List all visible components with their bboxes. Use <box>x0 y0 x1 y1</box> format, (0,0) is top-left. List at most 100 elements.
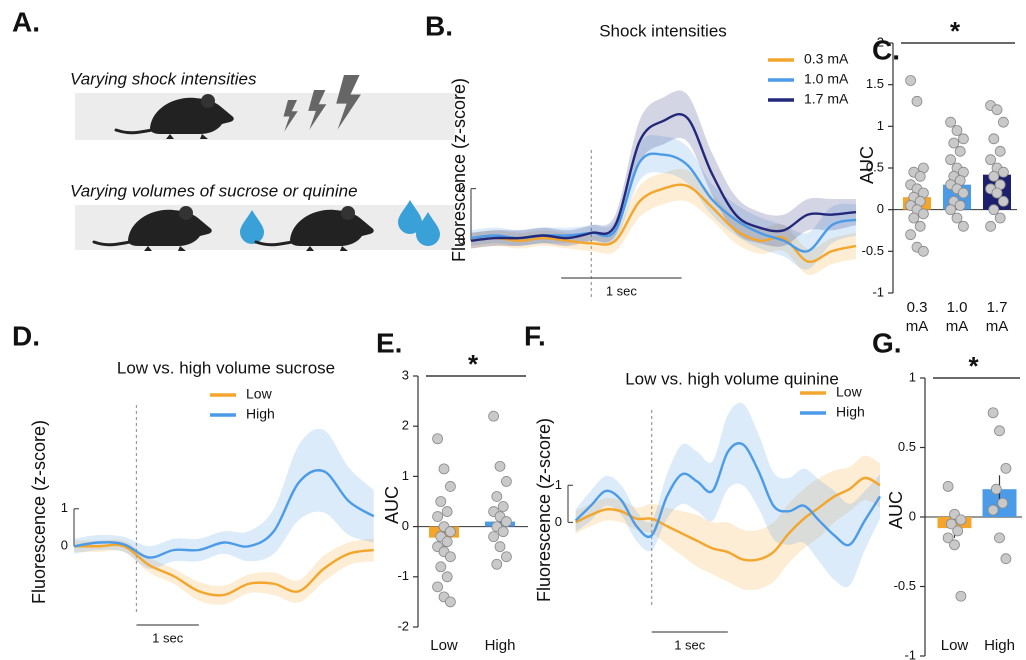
data-point <box>945 154 956 166</box>
y-tick-label: 2 <box>402 418 409 433</box>
significance-label: * <box>968 351 979 381</box>
data-point <box>958 220 969 232</box>
y-axis-label: Fluorescence (z-score) <box>449 78 469 262</box>
data-point <box>991 104 1003 116</box>
data-point <box>951 125 963 136</box>
caption: Varying shock intensities <box>70 69 257 88</box>
panel-label: A. <box>12 6 40 37</box>
significance-label: * <box>468 349 479 379</box>
data-point <box>444 551 456 563</box>
y-tick-label: -0.5 <box>894 578 916 593</box>
data-point <box>918 208 929 220</box>
chart-title: Low vs. high volume sucrose <box>117 358 335 377</box>
data-point <box>945 204 956 216</box>
data-point <box>958 187 969 199</box>
legend-label: High <box>836 404 865 420</box>
chart-title: Low vs. high volume quinine <box>625 369 839 388</box>
data-point <box>441 536 453 548</box>
data-point <box>500 516 512 527</box>
data-point <box>997 497 1009 509</box>
y-tick-label: 0 <box>909 508 916 523</box>
data-point <box>905 75 916 86</box>
data-point <box>497 526 509 538</box>
x-tick-label: High <box>484 637 516 654</box>
y-tick-label: -2 <box>397 618 409 633</box>
data-point <box>954 200 966 211</box>
x-scale-label: 1 sec <box>674 637 706 652</box>
data-point <box>491 558 503 570</box>
data-point <box>990 483 1002 495</box>
data-point <box>994 145 1006 157</box>
data-point <box>994 532 1005 544</box>
x-scale-label: 1 sec <box>152 630 184 645</box>
data-point <box>955 590 967 602</box>
x-tick-label: 0.3 mA <box>905 299 929 335</box>
data-point <box>994 212 1006 224</box>
data-point <box>994 425 1005 437</box>
x-scale-label: 1 sec <box>606 283 638 298</box>
series-line <box>73 469 375 559</box>
series-line <box>73 543 374 597</box>
y-tick-label: 1 <box>877 118 884 133</box>
data-point <box>951 212 963 224</box>
data-point <box>444 596 456 608</box>
panel-label: B. <box>425 10 453 41</box>
data-point <box>500 476 512 487</box>
panel-label: C. <box>872 34 900 65</box>
data-point <box>500 551 512 563</box>
significance-label: * <box>950 16 961 46</box>
y-tick-label: 0.5 <box>898 439 916 454</box>
data-point <box>945 518 957 530</box>
panel-label: F. <box>524 320 546 351</box>
y-tick-label: 1 <box>909 369 916 384</box>
data-point <box>1000 462 1012 474</box>
legend-label: Low <box>836 384 863 400</box>
data-point <box>988 133 1000 145</box>
y-tick-label: 0.5 <box>866 159 884 174</box>
y-tick-label: 0 <box>61 538 68 553</box>
data-point <box>432 581 444 593</box>
data-point <box>998 116 1009 128</box>
data-point <box>954 145 966 157</box>
data-point <box>435 561 447 573</box>
data-point <box>1000 553 1012 565</box>
y-tick-label: 0 <box>877 201 884 216</box>
panel-label: G. <box>872 327 902 358</box>
y-tick-label: -1 <box>397 568 409 583</box>
data-point <box>488 531 500 543</box>
data-point <box>444 526 456 538</box>
legend-label: Low <box>246 386 273 402</box>
x-tick-label: Low <box>940 637 969 654</box>
data-point <box>949 539 960 551</box>
data-point <box>491 491 503 502</box>
data-point <box>432 433 444 445</box>
data-point <box>958 133 969 145</box>
data-point <box>988 170 1000 182</box>
panel-label: D. <box>12 320 40 351</box>
y-tick-label: 0 <box>555 514 562 529</box>
y-tick-label: -0.5 <box>862 243 884 258</box>
data-point <box>942 532 954 544</box>
data-point <box>432 511 444 522</box>
y-tick-label: 1 <box>555 477 562 492</box>
series-line <box>574 442 882 547</box>
data-point <box>991 187 1003 199</box>
data-point <box>441 506 453 517</box>
legend-label: High <box>246 406 275 422</box>
sem-band <box>575 402 880 588</box>
data-point <box>942 481 954 492</box>
sem-band <box>74 538 374 605</box>
sem-band <box>575 455 880 591</box>
series-line <box>470 113 857 242</box>
y-tick-label: 3 <box>402 367 409 382</box>
data-point <box>918 245 929 257</box>
sem-band <box>74 428 374 569</box>
y-tick-label: 2 <box>458 180 465 195</box>
y-tick-label: 1.5 <box>866 76 884 91</box>
y-axis-label: AUC <box>857 146 877 184</box>
chart-title: Shock intensities <box>599 21 727 40</box>
data-point <box>494 460 506 472</box>
sem-band <box>471 168 856 275</box>
y-tick-label: 1 <box>61 500 68 515</box>
